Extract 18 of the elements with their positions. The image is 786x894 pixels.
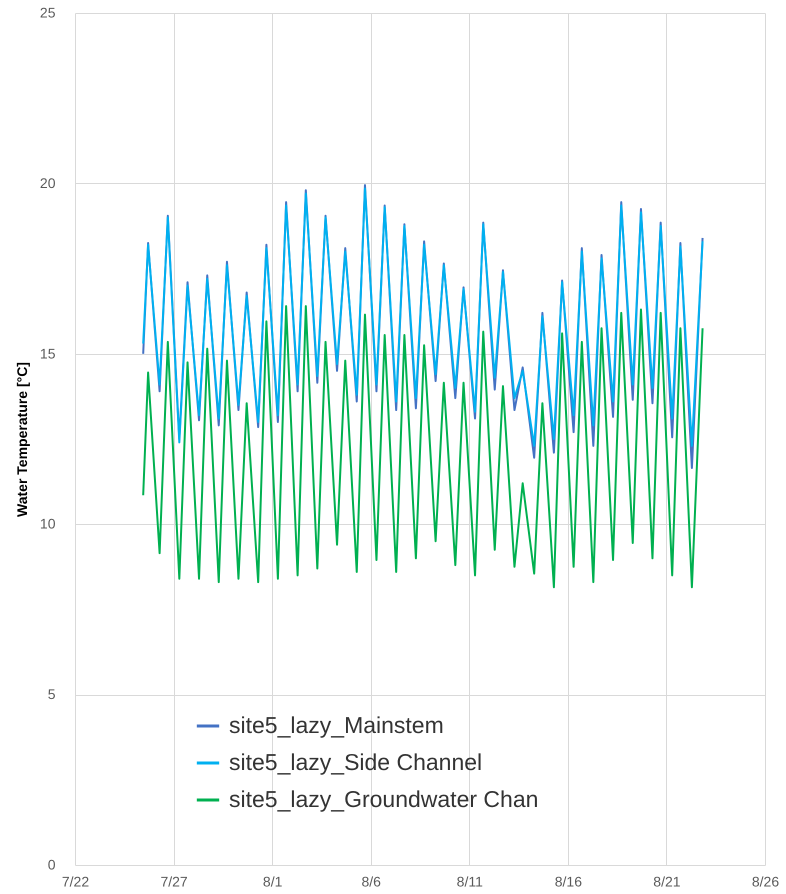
x-tick-label: 8/11 [456, 874, 484, 890]
y-tick-label: 10 [40, 516, 56, 532]
legend-label: site5_lazy_Side Channel [229, 749, 482, 775]
legend-label: site5_lazy_Mainstem [229, 712, 444, 738]
y-tick-label: 20 [40, 174, 56, 191]
y-tick-label: 0 [48, 856, 56, 872]
x-tick-label: 8/16 [554, 874, 582, 890]
y-tick-label: 25 [40, 4, 56, 20]
x-tick-label: 7/27 [160, 874, 188, 890]
x-tick-label: 8/6 [361, 874, 382, 890]
legend-label: site5_lazy_Groundwater Chan [229, 786, 538, 812]
x-tick-label: 7/22 [62, 874, 90, 890]
y-axis-title: Water Temperature [°C] [14, 362, 30, 517]
x-tick-label: 8/21 [653, 874, 681, 890]
x-tick-label: 8/1 [262, 874, 283, 890]
y-tick-label: 5 [48, 686, 56, 702]
y-tick-label: 15 [40, 345, 56, 362]
x-tick-label: 8/26 [752, 874, 780, 890]
